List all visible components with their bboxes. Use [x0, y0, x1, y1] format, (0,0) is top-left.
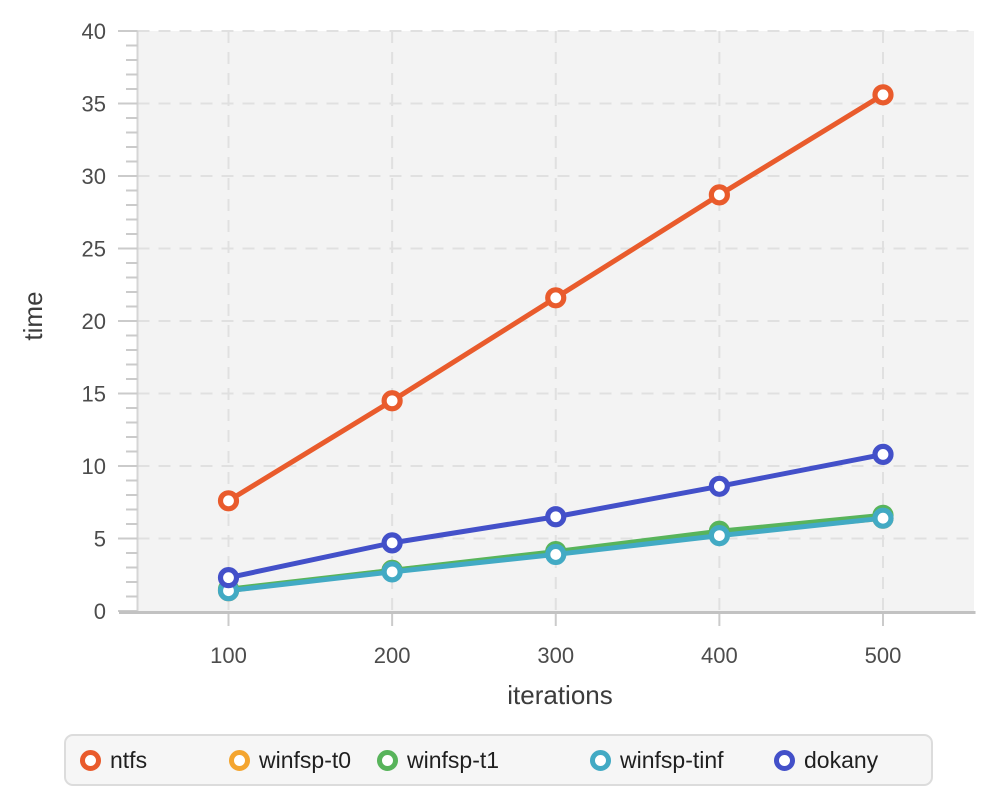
data-point-dokany: [217, 567, 240, 589]
legend-marker-icon: [377, 749, 398, 771]
legend: ntfs winfsp-t0 winfsp-t1 winfsp-tinf dokany: [64, 734, 933, 786]
y-tick-label: 0: [94, 599, 106, 624]
data-point-dokany: [545, 506, 567, 528]
legend-item-winfsp-t1[interactable]: winfsp-t1: [377, 736, 499, 784]
data-point-winfsp-tinf: [545, 543, 567, 566]
legend-marker-icon: [590, 749, 611, 771]
x-tick-label: 500: [865, 643, 902, 668]
legend-item-label: winfsp-t1: [407, 746, 500, 773]
y-tick-label: 40: [82, 19, 106, 44]
legend-marker-icon: [229, 749, 250, 771]
line-chart: 0 5 10 15 20 25 30 35 40 100 200 300 400 500 time ite…: [18, 19, 976, 710]
data-point-winfsp-tinf: [708, 524, 730, 547]
data-point-ntfs: [708, 184, 730, 206]
y-tick-label: 5: [94, 527, 106, 552]
data-point-winfsp-tinf: [872, 507, 894, 529]
data-point-dokany: [872, 443, 894, 465]
data-point-winfsp-tinf: [381, 561, 403, 583]
x-axis-title: iterations: [507, 680, 613, 710]
x-tick-label: 400: [701, 643, 738, 668]
y-tick-label: 35: [82, 92, 106, 117]
y-tick-label: 10: [82, 454, 106, 479]
data-point-dokany: [381, 532, 403, 554]
y-axis-title: time: [18, 291, 48, 340]
data-point-ntfs: [381, 390, 403, 412]
data-point-ntfs: [872, 84, 894, 106]
legend-marker-icon: [80, 749, 101, 771]
x-tick-label: 300: [537, 643, 574, 668]
legend-item-label: winfsp-tinf: [620, 746, 724, 773]
y-tick-label: 30: [82, 164, 106, 189]
y-tick-label: 25: [82, 237, 106, 262]
legend-marker-icon: [774, 749, 795, 771]
legend-item-label: dokany: [804, 746, 879, 773]
data-point-ntfs: [545, 287, 567, 309]
legend-item-dokany[interactable]: dokany: [774, 736, 878, 784]
legend-item-winfsp-tinf[interactable]: winfsp-tinf: [590, 736, 724, 784]
data-point-ntfs: [217, 490, 240, 512]
x-tick-label: 200: [374, 643, 411, 668]
y-tick-label: 20: [82, 309, 106, 334]
legend-item-ntfs[interactable]: ntfs: [80, 736, 147, 784]
y-tick-label: 15: [82, 382, 106, 407]
legend-item-label: ntfs: [110, 746, 148, 773]
legend-item-winfsp-t0[interactable]: winfsp-t0: [229, 736, 351, 784]
data-point-dokany: [708, 475, 730, 497]
legend-item-label: winfsp-t0: [259, 746, 352, 773]
x-tick-label: 100: [210, 643, 247, 668]
